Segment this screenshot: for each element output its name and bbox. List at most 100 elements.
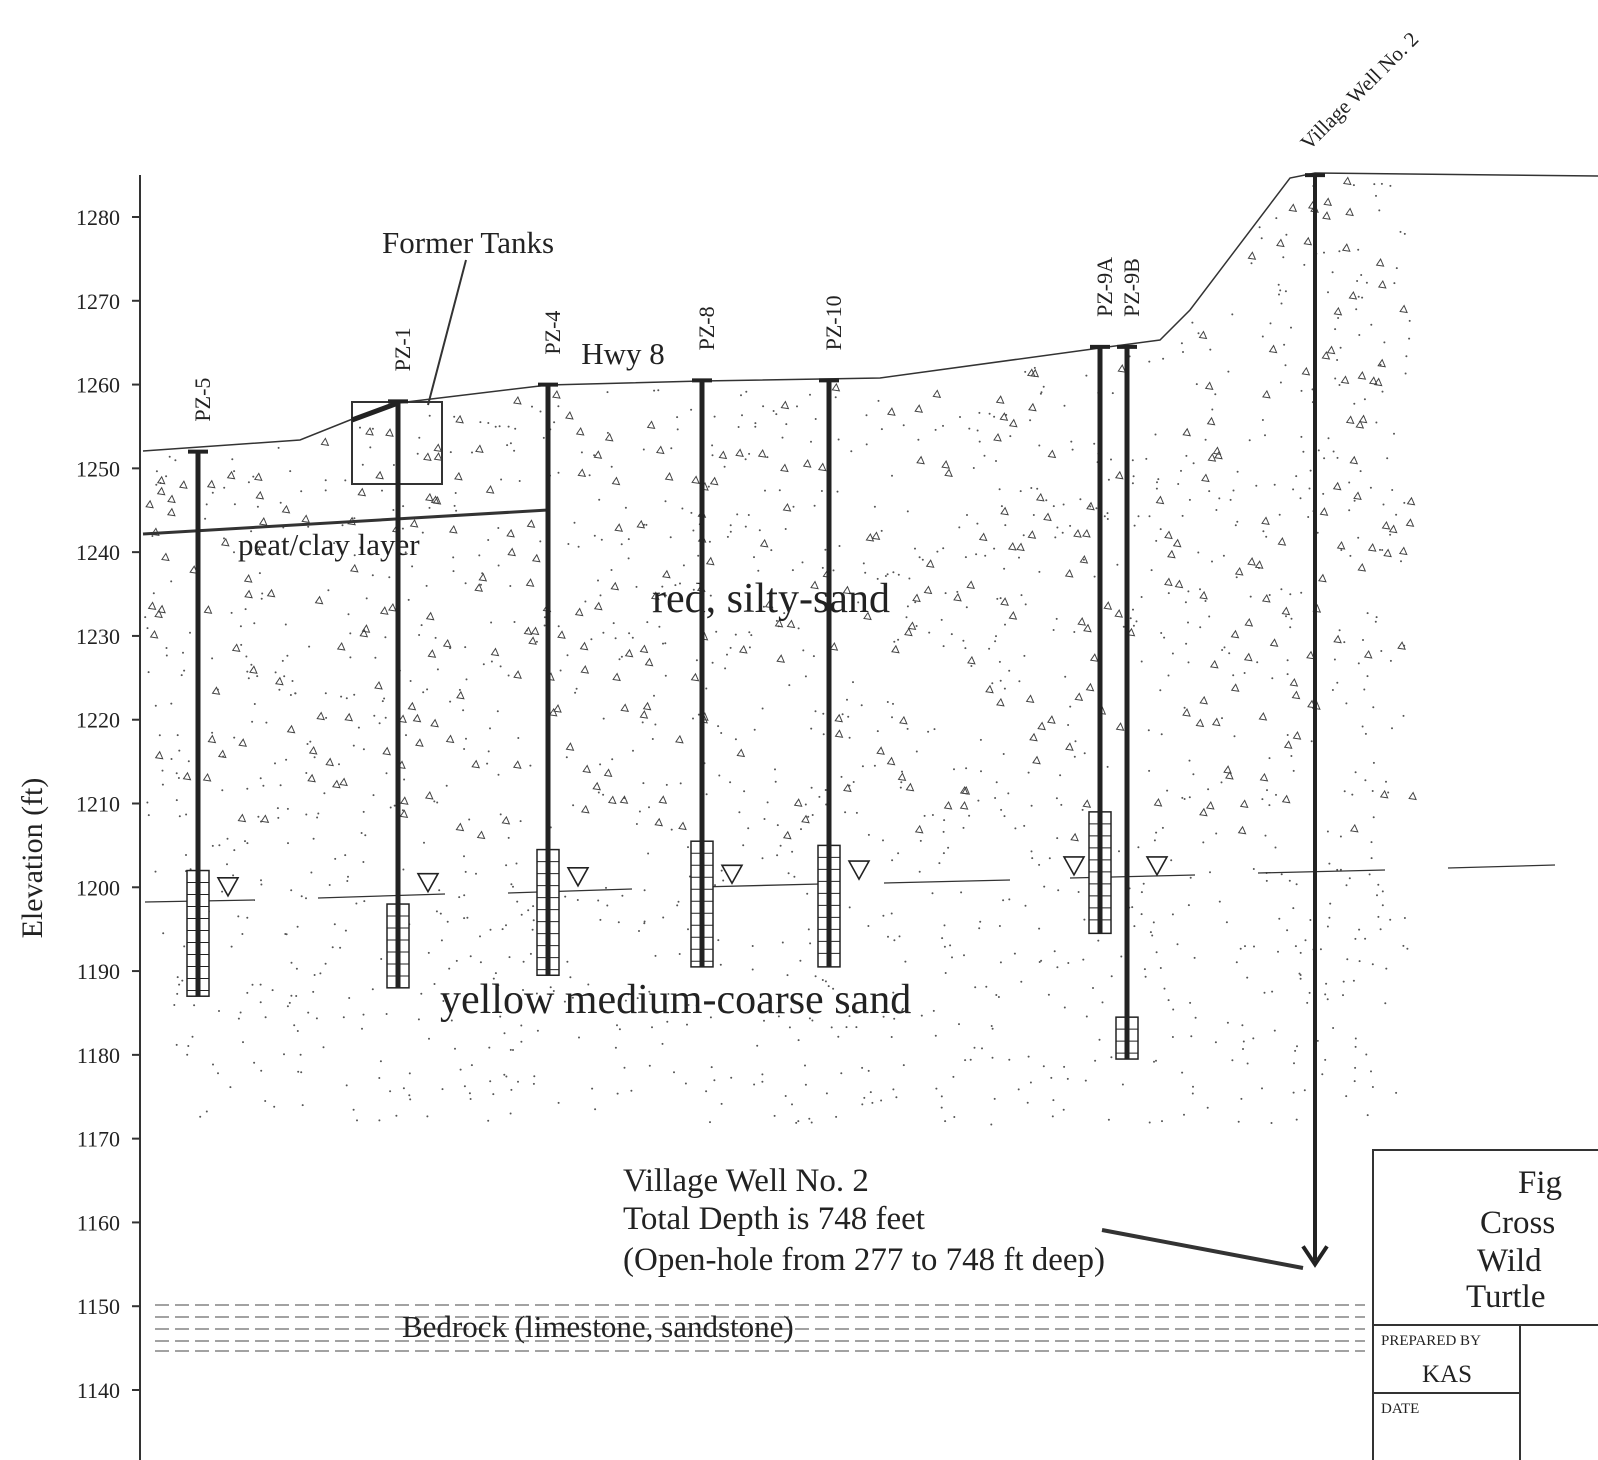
sand-dot bbox=[1294, 1049, 1297, 1052]
sand-dot bbox=[323, 792, 326, 795]
sand-dot bbox=[1062, 503, 1065, 506]
sand-dot bbox=[1188, 759, 1191, 762]
tick-label: 1180 bbox=[77, 1043, 120, 1068]
sand-dot bbox=[363, 900, 366, 903]
sand-dot bbox=[532, 919, 535, 922]
sand-dot bbox=[618, 658, 621, 661]
sand-dot bbox=[1246, 976, 1249, 979]
gravel bbox=[425, 611, 435, 621]
sand-dot bbox=[1373, 183, 1376, 186]
sand-dot bbox=[692, 588, 695, 591]
sand-dot bbox=[690, 408, 693, 411]
gravel bbox=[1373, 377, 1383, 387]
gravel bbox=[1399, 304, 1408, 314]
gravel bbox=[891, 644, 900, 654]
sand-dot bbox=[1151, 934, 1154, 937]
sand-dot bbox=[944, 972, 947, 974]
sand-dot bbox=[1038, 927, 1041, 930]
sand-dot bbox=[1249, 595, 1252, 598]
sand-dot bbox=[848, 906, 851, 909]
sand-dot bbox=[1007, 792, 1010, 795]
sand-dot bbox=[1024, 370, 1027, 373]
sand-dot bbox=[257, 815, 260, 818]
sand-dot bbox=[147, 671, 150, 674]
gravel bbox=[579, 641, 589, 651]
gravel bbox=[575, 426, 585, 436]
sand-dot bbox=[862, 562, 865, 565]
sand-dot bbox=[1380, 182, 1383, 185]
sand-dot bbox=[1389, 918, 1392, 921]
sand-dot bbox=[1336, 868, 1339, 871]
sand-dot bbox=[705, 793, 708, 796]
sand-dot bbox=[867, 1069, 870, 1072]
sand-dot bbox=[709, 1016, 712, 1019]
sand-dot bbox=[588, 474, 591, 477]
sand-dot bbox=[738, 811, 741, 814]
sand-dot bbox=[1280, 302, 1283, 305]
sand-dot bbox=[293, 1024, 296, 1027]
sand-dot bbox=[873, 505, 876, 508]
sand-dot bbox=[1030, 850, 1033, 853]
sand-dot bbox=[956, 590, 959, 593]
sand-dot bbox=[469, 955, 472, 958]
gravel bbox=[149, 629, 159, 639]
sand-dot bbox=[1375, 421, 1378, 424]
sand-dot bbox=[384, 716, 387, 719]
tick-label: 1160 bbox=[77, 1210, 120, 1235]
sand-dot bbox=[353, 554, 356, 557]
sand-dot bbox=[522, 989, 524, 991]
sand-dot bbox=[217, 1072, 219, 1075]
gravel bbox=[611, 476, 621, 486]
sand-dot bbox=[1150, 569, 1153, 572]
sand-dot bbox=[409, 1098, 412, 1101]
sand-dot bbox=[1303, 1089, 1306, 1092]
sand-dot bbox=[247, 481, 250, 484]
sand-dot bbox=[295, 995, 298, 997]
sand-dot bbox=[362, 861, 365, 863]
sand-dot bbox=[781, 436, 784, 439]
gravel bbox=[314, 595, 324, 605]
gravel bbox=[1211, 717, 1221, 727]
sand-dot bbox=[1242, 1040, 1245, 1043]
sand-dot bbox=[492, 1093, 495, 1096]
gravel bbox=[339, 777, 348, 787]
sand-dot bbox=[441, 1088, 444, 1091]
sand-dot bbox=[1020, 594, 1023, 597]
sand-dot bbox=[1155, 951, 1158, 954]
sand-dot bbox=[339, 549, 342, 552]
gravel bbox=[620, 703, 630, 713]
sand-dot bbox=[1359, 470, 1362, 473]
sand-dot bbox=[906, 727, 909, 730]
sand-dot bbox=[756, 1044, 759, 1047]
sand-dot bbox=[1289, 593, 1292, 596]
sand-dot bbox=[783, 612, 786, 615]
sand-dot bbox=[1286, 659, 1289, 662]
gravel bbox=[1262, 389, 1271, 399]
gravel bbox=[1333, 634, 1342, 644]
sand-dot bbox=[295, 967, 298, 970]
sand-dot bbox=[1294, 945, 1297, 948]
tick-label: 1140 bbox=[77, 1378, 120, 1403]
sand-dot bbox=[532, 905, 535, 908]
sand-dot bbox=[1159, 967, 1162, 969]
sand-dot bbox=[509, 1048, 512, 1051]
sand-dot bbox=[822, 733, 825, 736]
sand-dot bbox=[797, 627, 800, 630]
sand-dot bbox=[824, 980, 827, 983]
sand-dot bbox=[488, 1046, 491, 1049]
field-label: DATE bbox=[1381, 1401, 1419, 1417]
sand-dot bbox=[1014, 827, 1017, 830]
sand-dot bbox=[841, 713, 844, 716]
sand-dot bbox=[1385, 780, 1387, 783]
gravel bbox=[565, 742, 575, 751]
sand-dot bbox=[610, 569, 613, 571]
sand-dot bbox=[763, 1019, 765, 1022]
sand-dot bbox=[653, 389, 656, 392]
sand-dot bbox=[241, 933, 244, 935]
sand-dot bbox=[344, 854, 347, 857]
sand-dot bbox=[621, 894, 624, 897]
sand-dot bbox=[840, 775, 843, 778]
sand-dot bbox=[185, 813, 188, 816]
sand-dot bbox=[1155, 1059, 1157, 1062]
gravel bbox=[526, 519, 536, 528]
